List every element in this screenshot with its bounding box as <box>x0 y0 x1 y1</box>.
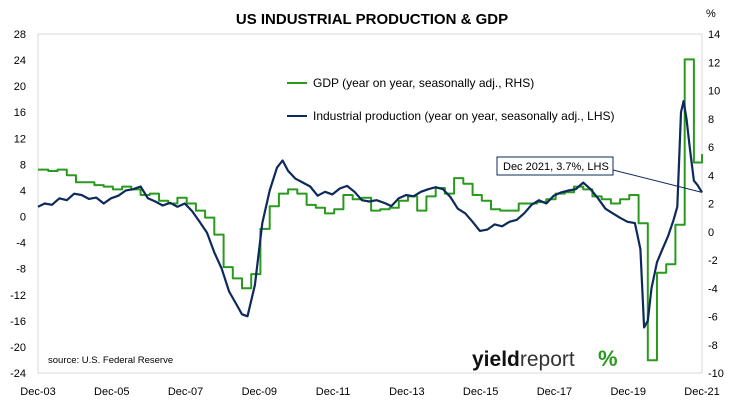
annotation-text: Dec 2021, 3.7%, LHS <box>503 161 609 173</box>
brand-bold: yield <box>472 348 520 371</box>
source-note: source: U.S. Federal Reserve <box>48 355 173 366</box>
brand-percent-mark: % <box>598 346 618 371</box>
left-tick-label: -4 <box>16 238 26 250</box>
x-tick-label: Dec-15 <box>463 386 498 398</box>
left-tick-label: 8 <box>20 159 26 171</box>
right-axis-unit: % <box>706 8 716 20</box>
x-tick-label: Dec-13 <box>389 386 424 398</box>
legend-label-industrial-production: Industrial production (year on year, sea… <box>313 109 615 123</box>
series-line-industrial-production <box>37 100 703 329</box>
left-tick-label: 28 <box>14 29 26 41</box>
x-tick-label: Dec-19 <box>610 386 645 398</box>
right-tick-label: 0 <box>708 227 714 239</box>
x-tick-label: Dec-03 <box>20 386 55 398</box>
left-tick-label: 20 <box>14 81 26 93</box>
legend-label-gdp: GDP (year on year, seasonally adj., RHS) <box>313 76 534 90</box>
plot-border <box>37 33 703 374</box>
left-tick-label: 12 <box>14 133 26 145</box>
brand-light: report <box>520 348 575 371</box>
left-tick-label: -12 <box>10 290 26 302</box>
right-tick-label: 4 <box>708 170 714 182</box>
right-tick-label: 14 <box>708 29 720 41</box>
left-tick-label: -8 <box>16 264 26 276</box>
right-tick-label: 2 <box>708 199 714 211</box>
x-tick-label: Dec-05 <box>94 386 129 398</box>
left-tick-label: -20 <box>10 342 26 354</box>
left-tick-label: 24 <box>14 55 26 67</box>
x-tick-label: Dec-07 <box>168 386 203 398</box>
annotation: Dec 2021, 3.7%, LHS <box>496 156 703 193</box>
left-tick-label: -24 <box>10 368 26 380</box>
left-axis: 28 24 20 16 12 8 4 0 -4 -8 -12 -16 -20 -24 <box>10 29 26 380</box>
svg-text:yieldreport: yieldreport <box>472 348 575 371</box>
right-tick-label: -10 <box>708 368 724 380</box>
right-tick-label: 10 <box>708 86 720 98</box>
right-tick-label: -8 <box>708 340 718 352</box>
plot-frame <box>37 33 703 374</box>
series-layer <box>37 58 703 362</box>
annotation-leader <box>612 169 703 193</box>
right-tick-label: -2 <box>708 255 718 267</box>
right-tick-label: -6 <box>708 312 718 324</box>
x-tick-label: Dec-21 <box>684 386 719 398</box>
right-tick-label: -4 <box>708 283 718 295</box>
x-tick-label: Dec-11 <box>316 386 351 398</box>
chart-title: US INDUSTRIAL PRODUCTION & GDP <box>236 11 508 28</box>
left-tick-label: -16 <box>10 316 26 328</box>
x-tick-label: Dec-17 <box>537 386 572 398</box>
right-tick-label: 12 <box>708 57 720 69</box>
series-line-gdp <box>38 58 703 362</box>
right-axis: 14 12 10 8 6 4 2 0 -2 -4 -6 -8 -10 <box>708 29 724 380</box>
left-tick-label: 4 <box>20 185 26 197</box>
annotation-box <box>496 156 614 176</box>
right-tick-label: 6 <box>708 142 714 154</box>
right-tick-label: 8 <box>708 114 714 126</box>
left-tick-label: 16 <box>14 107 26 119</box>
legend: GDP (year on year, seasonally adj., RHS)… <box>287 76 615 123</box>
x-tick-label: Dec-09 <box>242 386 277 398</box>
left-tick-label: 0 <box>20 212 26 224</box>
x-axis: Dec-03 Dec-05 Dec-07 Dec-09 Dec-11 Dec-13 Dec-… <box>20 386 719 398</box>
brand-logo: yieldreport % <box>472 346 618 371</box>
